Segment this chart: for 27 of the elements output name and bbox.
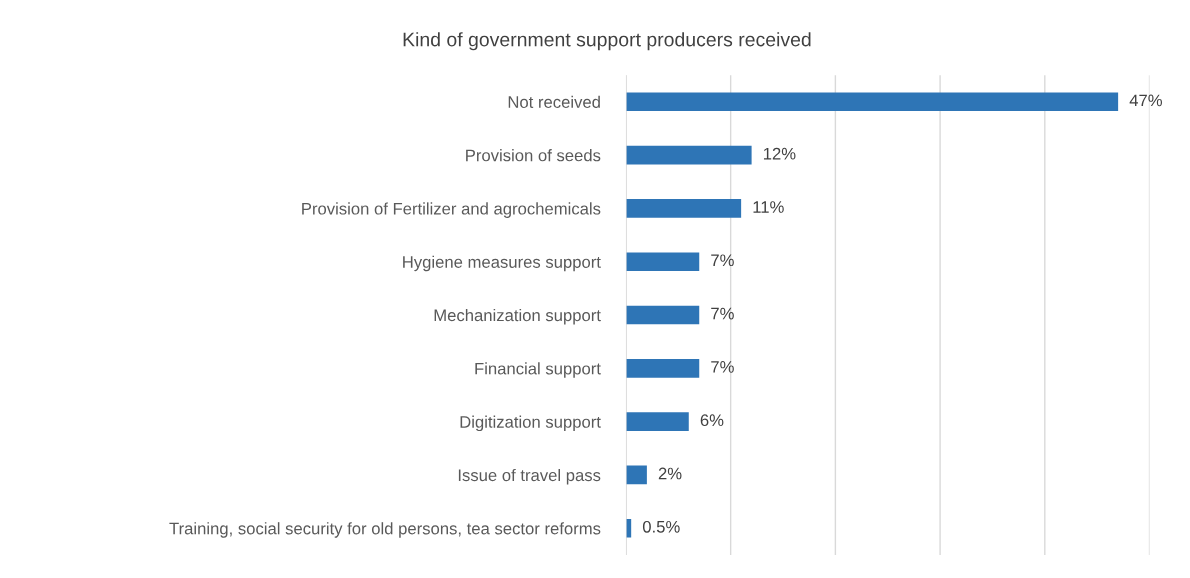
- data-label: 47%: [1129, 94, 1162, 107]
- data-label: 12%: [763, 147, 796, 160]
- data-label: 7%: [711, 361, 734, 373]
- chart-title: Kind of government support producers received: [403, 32, 811, 51]
- y-tick-label: Hygiene measures support: [403, 255, 601, 272]
- data-label: 6%: [700, 414, 724, 427]
- bar: [625, 145, 752, 165]
- data-label: 7%: [711, 307, 734, 320]
- bar: [625, 92, 1119, 112]
- y-tick-label: Financial support: [475, 362, 601, 378]
- y-tick-label: Digitization support: [460, 415, 601, 432]
- bar: [625, 199, 742, 218]
- bar: [625, 305, 700, 325]
- y-tick-label: Issue of travel pass: [458, 468, 601, 485]
- data-label: 11%: [753, 201, 784, 213]
- bar: [625, 252, 700, 272]
- bar: [625, 465, 647, 485]
- data-label: 0.5%: [642, 520, 680, 533]
- y-tick-label: Training, social security for old persons, tea sector reforms: [169, 522, 601, 538]
- bar: [625, 412, 689, 431]
- data-label: 2%: [658, 467, 682, 480]
- bar: [625, 358, 700, 378]
- y-tick-label: Provision of Fertilizer and agrochemicals: [302, 202, 601, 218]
- y-tick-label: Not received: [508, 95, 600, 108]
- y-tick-label: Mechanization support: [434, 308, 601, 325]
- data-label: 7%: [711, 254, 734, 267]
- y-tick-label: Provision of seeds: [466, 149, 601, 162]
